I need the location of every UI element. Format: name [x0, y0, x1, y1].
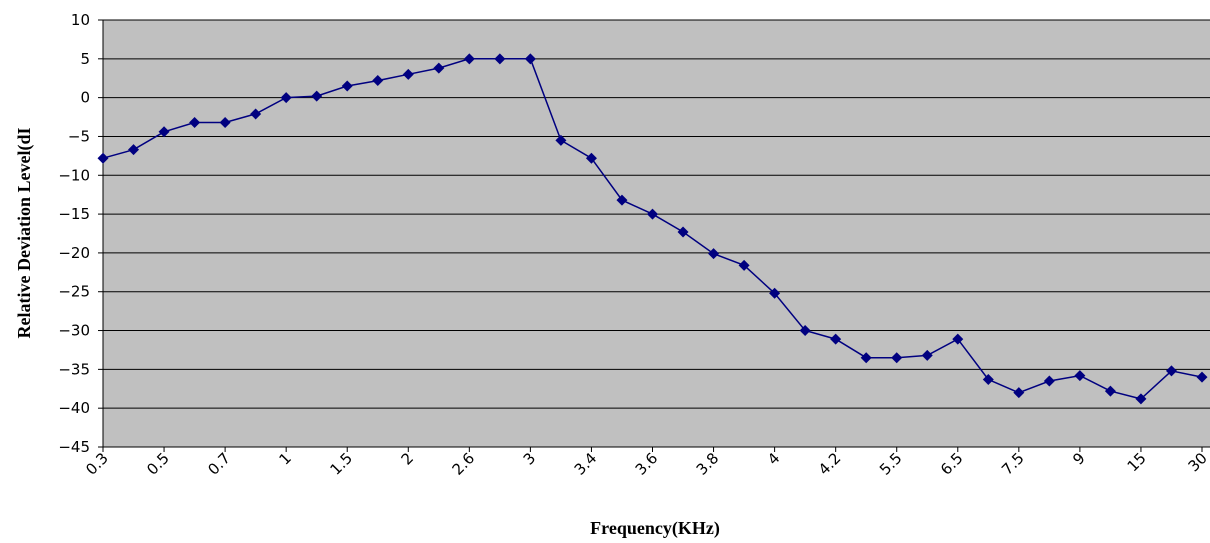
- x-tick-label: 0.5: [143, 449, 173, 479]
- x-tick-label: 9: [1069, 449, 1088, 468]
- y-axis-ticks: 10 5 0 −5 −10 −15 −20 −25 −30 −35 −40 −45: [58, 11, 103, 456]
- data-point: [860, 352, 872, 364]
- series-markers: [97, 53, 1208, 405]
- y-tick-label: −25: [58, 283, 90, 301]
- y-tick-label: −10: [58, 166, 90, 184]
- data-point: [372, 75, 384, 87]
- data-point: [250, 108, 262, 120]
- data-point: [1074, 370, 1086, 382]
- y-tick-label: 0: [80, 89, 90, 107]
- data-point: [1135, 393, 1147, 405]
- data-point: [769, 287, 781, 299]
- data-point: [189, 116, 201, 128]
- x-tick-label: 0.7: [204, 449, 234, 479]
- data-point: [616, 194, 628, 206]
- data-point: [952, 333, 964, 345]
- data-point: [1013, 387, 1025, 399]
- x-tick-label: 4.2: [815, 449, 845, 479]
- x-tick-label: 15: [1124, 449, 1150, 475]
- y-tick-label: −35: [58, 360, 90, 378]
- data-point: [524, 53, 536, 65]
- y-tick-label: −15: [58, 205, 90, 223]
- data-point: [830, 333, 842, 345]
- x-tick-label: 1.5: [326, 449, 356, 479]
- data-point: [891, 352, 903, 364]
- data-point: [1196, 371, 1208, 383]
- data-point: [921, 349, 933, 361]
- y-tick-label: −5: [68, 127, 90, 145]
- data-point: [555, 134, 567, 146]
- y-tick-label: −45: [58, 438, 90, 456]
- y-tick-label: 10: [71, 11, 90, 29]
- x-tick-label: 3: [520, 449, 539, 468]
- data-point: [402, 68, 414, 80]
- plot-area: [103, 20, 1210, 447]
- x-tick-label: 2.6: [449, 449, 479, 479]
- x-tick-label: 6.5: [937, 449, 967, 479]
- data-point: [738, 259, 750, 271]
- data-point: [219, 116, 231, 128]
- x-tick-label: 3.6: [632, 449, 662, 479]
- data-point: [433, 62, 445, 74]
- y-tick-label: −30: [58, 322, 90, 340]
- data-point: [585, 152, 597, 164]
- data-point: [799, 325, 811, 337]
- data-point: [341, 80, 353, 92]
- data-point: [128, 144, 140, 156]
- x-tick-label: 1: [276, 449, 295, 468]
- x-tick-label: 7.5: [998, 449, 1028, 479]
- y-tick-label: −20: [58, 244, 90, 262]
- data-point: [494, 53, 506, 65]
- data-point: [1165, 365, 1177, 377]
- x-tick-label: 3.4: [571, 449, 601, 479]
- data-point: [311, 90, 323, 102]
- x-tick-label: 3.8: [693, 449, 723, 479]
- y-axis-title: Relative Deviation Level(dI: [14, 128, 35, 339]
- data-point: [1043, 375, 1055, 387]
- data-point: [647, 208, 658, 220]
- y-tick-label: −40: [58, 399, 90, 417]
- y-tick-label: 5: [80, 50, 90, 68]
- x-axis-ticks: 0.3 0.5 0.7 1 1.5 2 2.6 3 3.4 3.6 3.8 4 4.2 5.5 6.5 7.5…: [82, 447, 1210, 479]
- x-tick-label: 5.5: [876, 449, 906, 479]
- x-tick-label: 30: [1185, 449, 1210, 475]
- data-point: [982, 373, 994, 385]
- data-point: [677, 226, 689, 238]
- data-point: [463, 53, 475, 65]
- x-tick-label: 2: [398, 449, 417, 468]
- data-point: [97, 152, 109, 164]
- x-axis-title: Frequency(KHz): [590, 518, 720, 539]
- data-point: [158, 126, 170, 138]
- data-point: [280, 92, 292, 104]
- data-point: [1104, 385, 1116, 397]
- x-tick-label: 4: [764, 449, 783, 468]
- data-point: [708, 248, 720, 260]
